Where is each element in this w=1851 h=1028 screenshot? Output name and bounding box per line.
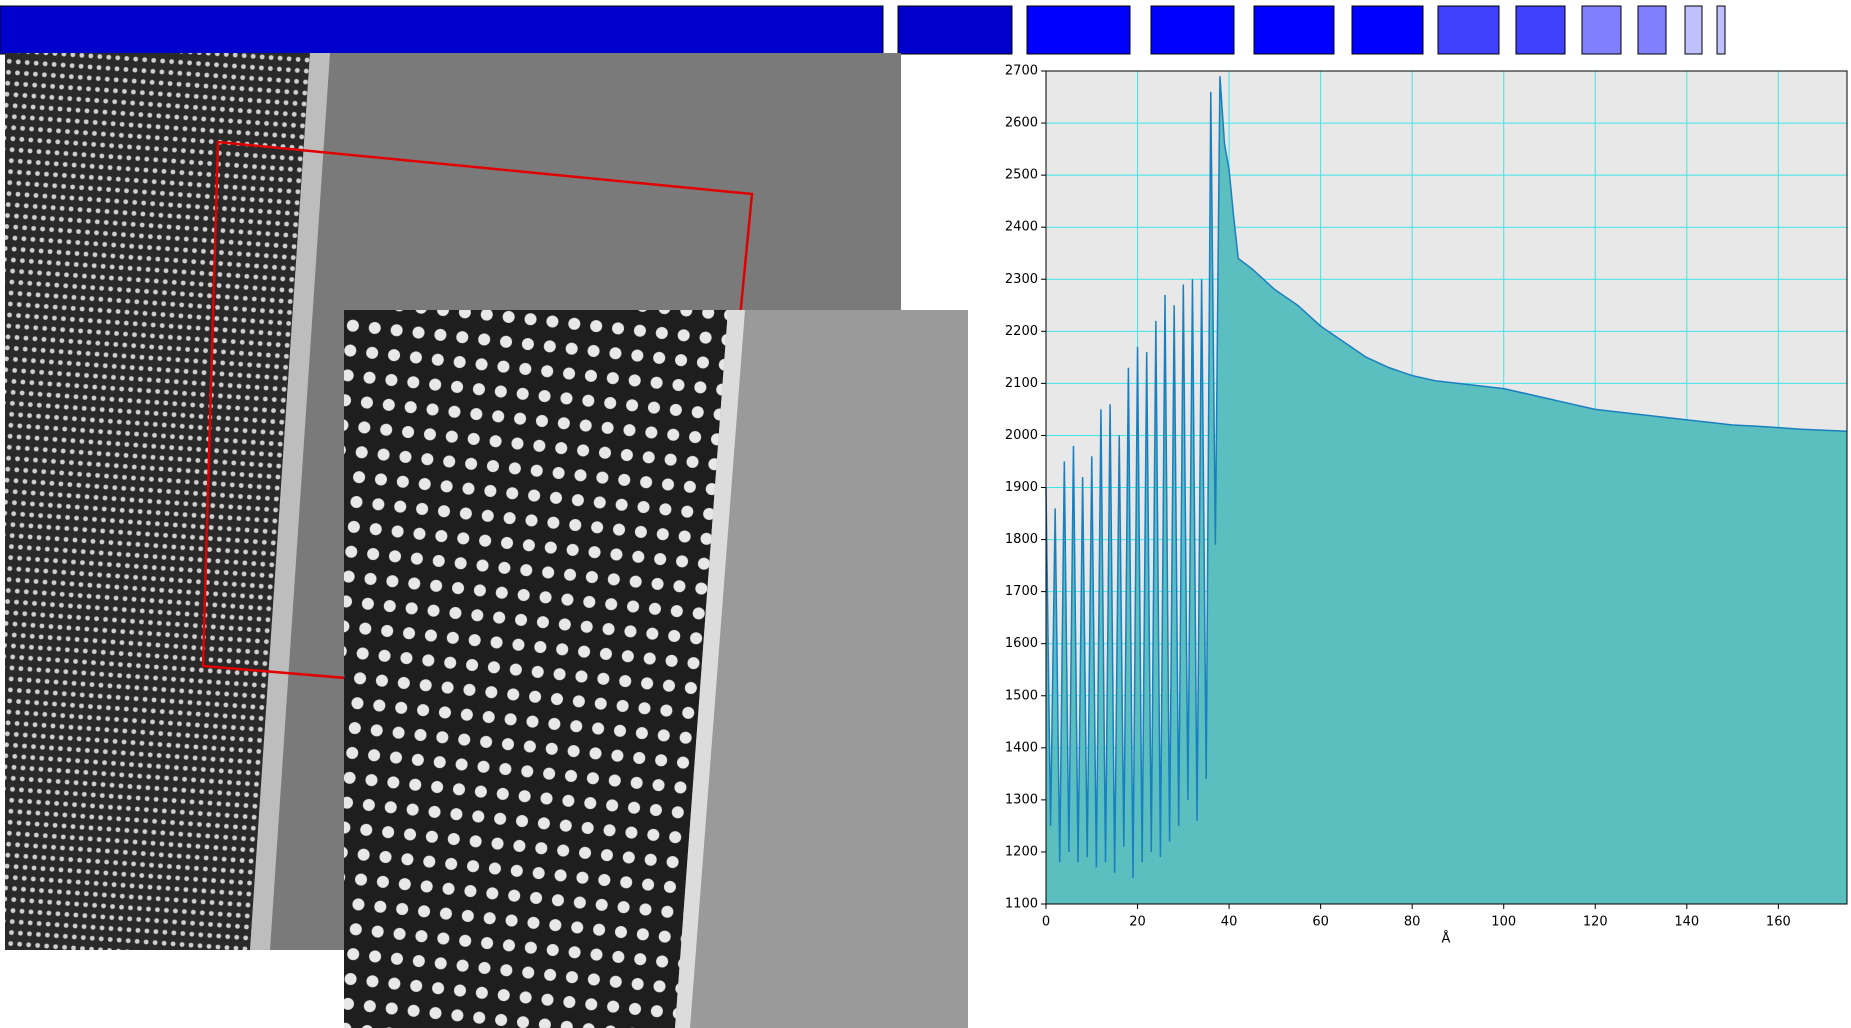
x-tick-label: 0: [1042, 915, 1050, 930]
y-tick-label: 2300: [1005, 272, 1038, 287]
y-tick-label: 2100: [1005, 376, 1038, 391]
x-tick-label: 60: [1312, 915, 1329, 930]
slide: 1100120013001400150016001700180019002000…: [0, 0, 1851, 1028]
y-tick-label: 1500: [1005, 688, 1038, 703]
micrograph-zoom: [344, 310, 968, 1028]
x-tick-label: 160: [1766, 915, 1791, 930]
y-tick-label: 1200: [1005, 844, 1038, 859]
y-tick-label: 2600: [1005, 116, 1038, 131]
profile-chart: 1100120013001400150016001700180019002000…: [1005, 64, 1847, 930]
x-tick-label: 120: [1583, 915, 1608, 930]
y-tick-label: 1700: [1005, 584, 1038, 599]
title-bar: [0, 6, 1725, 54]
x-tick-label: 40: [1221, 915, 1238, 930]
y-tick-label: 1800: [1005, 532, 1038, 547]
y-tick-label: 2200: [1005, 324, 1038, 339]
page: {"chart_data": {"type": "area", "x_label…: [0, 0, 1851, 1028]
y-tick-label: 1600: [1005, 636, 1038, 651]
x-axis-label: Å: [1442, 931, 1451, 947]
y-tick-label: 1400: [1005, 740, 1038, 755]
y-tick-label: 2700: [1005, 64, 1038, 79]
y-tick-label: 2000: [1005, 428, 1038, 443]
x-tick-label: 140: [1674, 915, 1699, 930]
y-tick-label: 1100: [1005, 897, 1038, 912]
x-tick-label: 100: [1491, 915, 1516, 930]
y-tick-label: 2400: [1005, 220, 1038, 235]
y-tick-label: 1900: [1005, 480, 1038, 495]
y-tick-label: 1300: [1005, 792, 1038, 807]
y-tick-label: 2500: [1005, 168, 1038, 183]
x-tick-label: 80: [1404, 915, 1421, 930]
x-tick-label: 20: [1129, 915, 1146, 930]
